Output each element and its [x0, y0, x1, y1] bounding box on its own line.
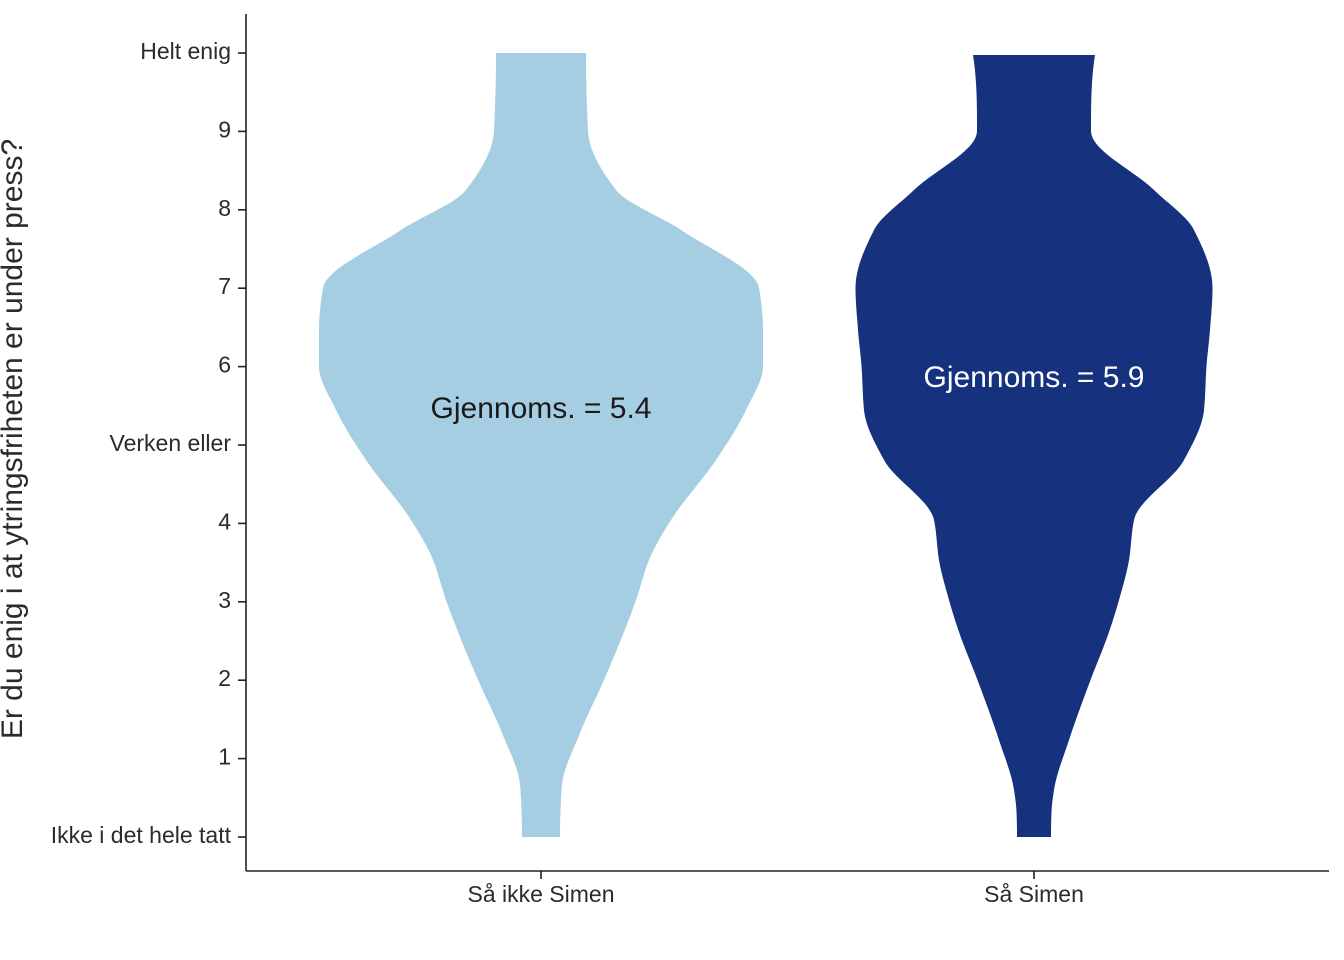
- svg-text:3: 3: [218, 587, 231, 613]
- svg-text:1: 1: [218, 744, 231, 770]
- svg-text:6: 6: [218, 352, 231, 378]
- svg-text:2: 2: [218, 665, 231, 691]
- svg-text:8: 8: [218, 195, 231, 221]
- svg-text:Gjennoms. = 5.4: Gjennoms. = 5.4: [431, 392, 652, 425]
- svg-text:7: 7: [218, 273, 231, 299]
- svg-text:Ikke i det hele tatt: Ikke i det hele tatt: [51, 822, 232, 848]
- svg-text:Er du enig i at ytringsfrihete: Er du enig i at ytringsfriheten er under…: [0, 139, 29, 739]
- svg-text:Så ikke Simen: Så ikke Simen: [467, 881, 614, 907]
- svg-text:Helt enig: Helt enig: [140, 38, 231, 64]
- svg-text:9: 9: [218, 116, 231, 142]
- svg-text:Så Simen: Så Simen: [984, 881, 1084, 907]
- svg-text:Gjennoms. = 5.9: Gjennoms. = 5.9: [924, 361, 1145, 394]
- svg-text:4: 4: [218, 508, 231, 534]
- svg-text:Verken eller: Verken eller: [110, 430, 232, 456]
